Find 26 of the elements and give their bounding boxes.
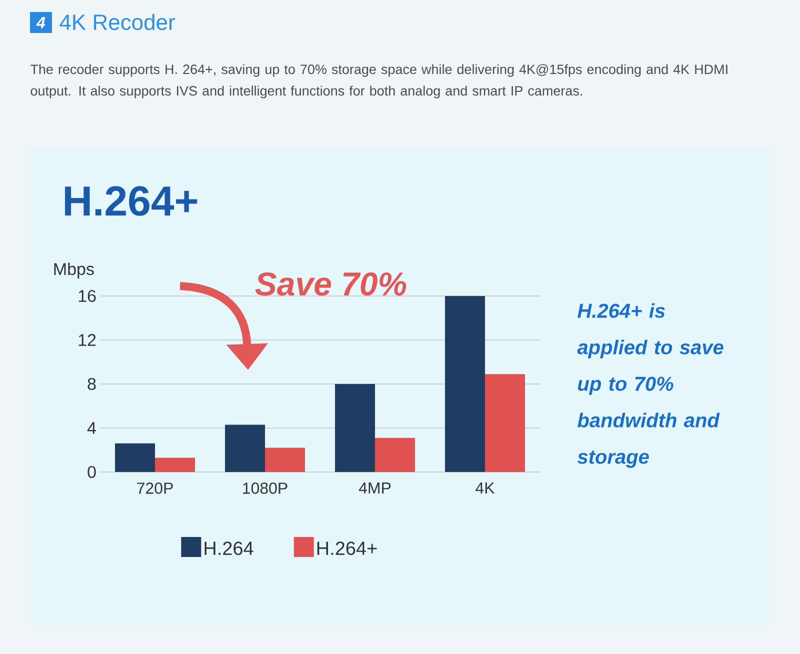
bar (155, 458, 196, 472)
y-tick-label: 0 (88, 466, 96, 478)
text: The recoder supports H. 264+, saving up to 70% storage space while delivering 4K@15fps encoding and 4K HDMI output. It also supports IVS and intelligent functions for both analog and smart IP cameras. (30, 64, 728, 98)
bar (115, 443, 156, 472)
y-tick-label: 12 (78, 334, 96, 346)
bar (375, 438, 416, 472)
text: 4 (36, 16, 46, 28)
x-tick-label: 4MP (358, 482, 391, 494)
legend-label: H.264 (204, 542, 254, 556)
chart-title: H.264+ (65, 186, 198, 216)
bar (335, 384, 376, 472)
y-tick-label: 16 (78, 290, 96, 302)
x-tick-label: 720P (137, 482, 173, 494)
x-tick-label: 4K (476, 482, 495, 494)
bar (225, 424, 266, 472)
y-tick-label: 8 (88, 378, 96, 390)
x-tick-label: 1080P (243, 482, 288, 494)
text: Save 70% (255, 272, 406, 296)
bar (265, 448, 306, 472)
y-tick-label: 4 (87, 422, 96, 434)
text: H.264+ is applied to save up to 70% bandwidth and storage (577, 303, 724, 468)
bar (485, 374, 526, 472)
bar (445, 296, 486, 472)
legend-label: H.264+ (317, 542, 377, 556)
text: 4K Recoder (60, 14, 175, 30)
y-axis-title: Mbps (54, 262, 94, 278)
